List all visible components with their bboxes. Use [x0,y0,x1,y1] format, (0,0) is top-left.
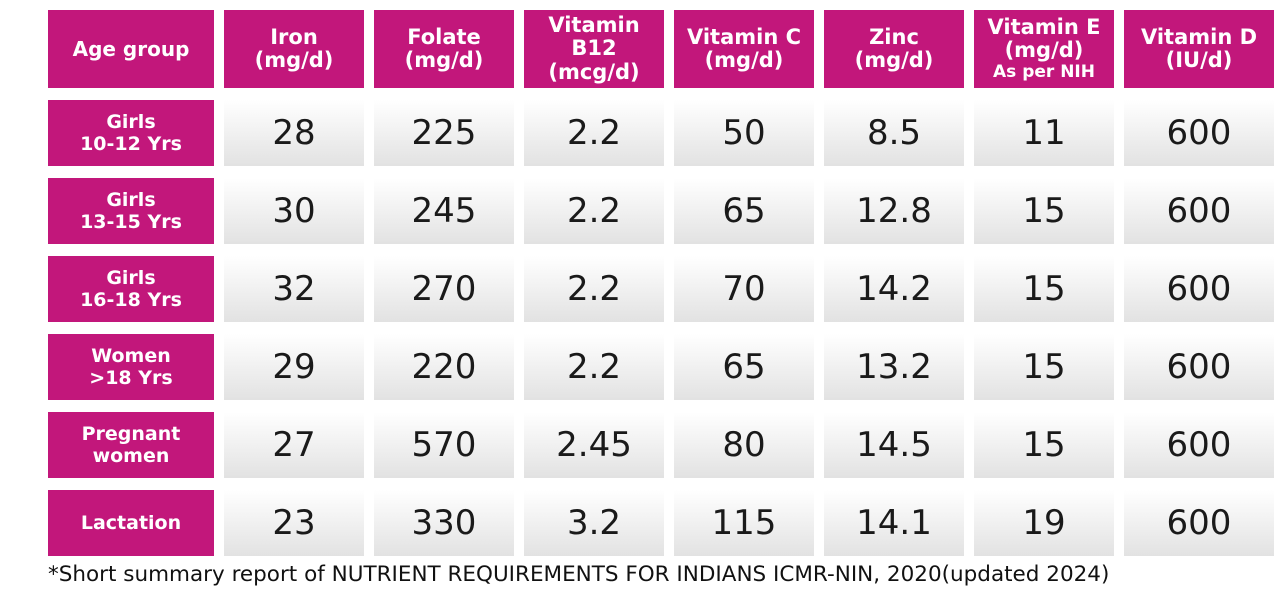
header-sublabel: As per NIH [993,62,1095,83]
table-cell: 2.2 [524,256,664,322]
header-label: Age group [72,37,190,61]
table-cell: 2.2 [524,178,664,244]
table-cell: 29 [224,334,364,400]
header-zinc: Zinc (mg/d) [824,10,964,88]
table-cell: 600 [1124,178,1274,244]
table-cell: 32 [224,256,364,322]
table-cell: 600 [1124,256,1274,322]
header-label: Vitamin B12 (mcg/d) [548,13,640,84]
table-cell: 12.8 [824,178,964,244]
row-label-lactation: Lactation [48,490,214,556]
table-cell: 245 [374,178,514,244]
row-label-girls-10-12: Girls 10-12 Yrs [48,100,214,166]
nutrient-requirements-table: Age group Iron (mg/d) Folate (mg/d) Vita… [48,10,1274,556]
table-cell: 600 [1124,412,1274,478]
table-cell: 600 [1124,490,1274,556]
table-cell: 19 [974,490,1114,556]
table-cell: 2.45 [524,412,664,478]
header-folate: Folate (mg/d) [374,10,514,88]
table-cell: 225 [374,100,514,166]
table-cell: 270 [374,256,514,322]
table-cell: 14.1 [824,490,964,556]
table-cell: 2.2 [524,334,664,400]
header-label: Vitamin D (IU/d) [1140,24,1258,72]
table-cell: 14.2 [824,256,964,322]
table-cell: 115 [674,490,814,556]
table-cell: 30 [224,178,364,244]
source-footnote: *Short summary report of NUTRIENT REQUIR… [48,562,1110,587]
table-cell: 3.2 [524,490,664,556]
table-cell: 570 [374,412,514,478]
table-cell: 11 [974,100,1114,166]
table-cell: 600 [1124,100,1274,166]
table-cell: 27 [224,412,364,478]
table-cell: 28 [224,100,364,166]
header-iron: Iron (mg/d) [224,10,364,88]
header-label: Zinc (mg/d) [854,24,934,72]
table-cell: 14.5 [824,412,964,478]
table-cell: 50 [674,100,814,166]
table-cell: 80 [674,412,814,478]
table-cell: 65 [674,334,814,400]
table-cell: 220 [374,334,514,400]
row-label-girls-13-15: Girls 13-15 Yrs [48,178,214,244]
table-cell: 23 [224,490,364,556]
table-cell: 330 [374,490,514,556]
table-cell: 15 [974,256,1114,322]
header-label: Iron (mg/d) [254,24,334,72]
header-label: Vitamin C (mg/d) [686,24,802,72]
header-label: Folate (mg/d) [404,24,484,72]
table-cell: 13.2 [824,334,964,400]
header-vitamin-d: Vitamin D (IU/d) [1124,10,1274,88]
row-label-girls-16-18: Girls 16-18 Yrs [48,256,214,322]
header-age-group: Age group [48,10,214,88]
table-cell: 2.2 [524,100,664,166]
table-cell: 70 [674,256,814,322]
table-cell: 8.5 [824,100,964,166]
table-cell: 15 [974,334,1114,400]
header-vitamin-e: Vitamin E (mg/d) As per NIH [974,10,1114,88]
header-vitamin-c: Vitamin C (mg/d) [674,10,814,88]
table-cell: 15 [974,412,1114,478]
table-cell: 600 [1124,334,1274,400]
table-cell: 15 [974,178,1114,244]
table-cell: 65 [674,178,814,244]
row-label-pregnant-women: Pregnant women [48,412,214,478]
header-label: Vitamin E (mg/d) [987,15,1101,63]
row-label-women-18: Women >18 Yrs [48,334,214,400]
header-vitamin-b12: Vitamin B12 (mcg/d) [524,10,664,88]
